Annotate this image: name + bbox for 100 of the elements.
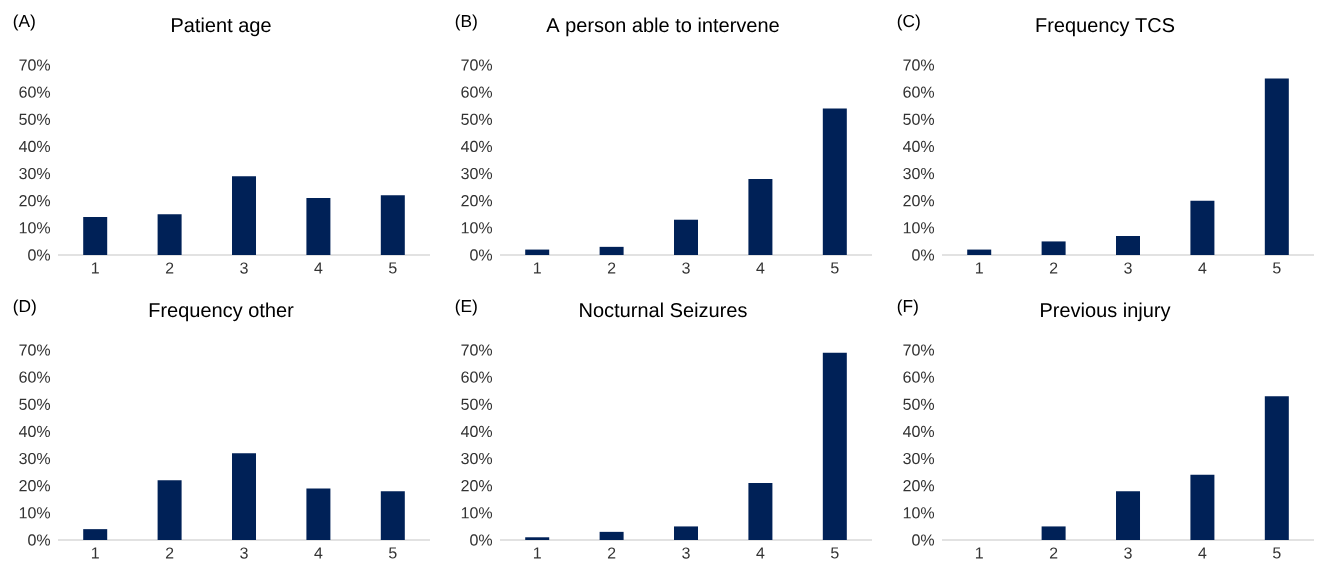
x-tick-label: 2: [165, 262, 174, 274]
y-tick-label: 60%: [903, 371, 935, 383]
x-tick-label: 3: [1124, 547, 1132, 559]
x-tick-label: 1: [91, 547, 99, 559]
chart-title: Previous injury: [1041, 302, 1171, 322]
x-tick-label: 5: [389, 547, 397, 559]
bar: [1264, 396, 1289, 540]
y-tick-label: 10%: [903, 507, 935, 519]
bar: [306, 198, 331, 255]
y-tick-label: 20%: [19, 195, 51, 207]
y-tick-label: 70%: [903, 344, 935, 356]
x-tick-label: 4: [756, 262, 765, 274]
bar: [674, 526, 699, 540]
text: (A): [13, 14, 35, 31]
y-tick-label: 20%: [461, 195, 493, 207]
text: (F): [897, 299, 918, 316]
y-tick-label: 40%: [460, 425, 493, 438]
bar: [1264, 78, 1289, 255]
bar: [525, 537, 550, 540]
bar: [1190, 474, 1215, 540]
x-tick-label: 1: [533, 547, 541, 559]
x-tick-label: 3: [240, 262, 248, 274]
y-tick-label: 20%: [903, 480, 935, 492]
x-tick-label: 4: [1198, 262, 1207, 274]
bar: [674, 219, 699, 255]
x-tick-label: 4: [756, 547, 765, 559]
x-tick-label: 5: [831, 547, 839, 559]
bar: [822, 352, 847, 540]
x-tick-label: 3: [240, 547, 248, 559]
y-tick-label: 70%: [461, 59, 493, 71]
text: (E): [455, 299, 477, 316]
y-tick-label: 10%: [19, 507, 51, 519]
bar: [748, 483, 773, 540]
x-tick-label: 3: [682, 547, 690, 559]
x-tick-label: 3: [1124, 262, 1132, 274]
y-tick-label: 40%: [18, 140, 51, 153]
bar: [380, 491, 405, 540]
text: (D): [13, 299, 36, 316]
x-tick-label: 4: [1198, 547, 1207, 559]
x-tick-label: 2: [165, 547, 174, 559]
bar: [822, 108, 847, 255]
y-tick-label: 30%: [903, 167, 935, 180]
y-tick-label: 70%: [903, 59, 935, 71]
y-tick-label: 40%: [460, 140, 493, 153]
x-tick-label: 3: [682, 262, 690, 274]
y-tick-label: 30%: [461, 452, 493, 465]
bar: [157, 214, 182, 255]
text: (B): [455, 14, 477, 31]
x-tick-label: 2: [607, 262, 616, 274]
bar: [599, 531, 624, 540]
chart-title: Nocturnal Seizures: [580, 302, 747, 318]
y-tick-label: 10%: [461, 507, 493, 519]
x-tick-label: 5: [1273, 262, 1281, 274]
bar: [1116, 491, 1141, 540]
chart-title: A person able to intervene: [546, 17, 779, 37]
x-tick-label: 5: [1273, 547, 1281, 559]
x-tick-label: 5: [831, 262, 839, 274]
x-tick-label: 5: [389, 262, 397, 274]
text: (C): [897, 14, 920, 31]
y-tick-label: 50%: [903, 113, 935, 125]
chart-title: Patient age: [172, 17, 271, 37]
x-tick-label: 1: [533, 262, 541, 274]
bar: [1041, 526, 1066, 540]
y-tick-label: 40%: [18, 425, 51, 438]
y-tick-label: 30%: [19, 167, 51, 180]
y-tick-label: 0%: [28, 249, 51, 261]
y-tick-label: 0%: [912, 534, 935, 546]
x-tick-label: 2: [1049, 547, 1058, 559]
y-tick-label: 0%: [470, 534, 493, 546]
bar: [232, 176, 257, 255]
y-tick-label: 70%: [461, 344, 493, 356]
bar: [1116, 236, 1141, 255]
y-tick-label: 30%: [903, 452, 935, 465]
y-tick-label: 60%: [461, 371, 493, 383]
y-tick-label: 0%: [28, 534, 51, 546]
y-tick-label: 0%: [470, 249, 493, 261]
chart-title: Frequency TCS: [1036, 18, 1175, 37]
bar: [967, 249, 992, 255]
x-tick-label: 1: [975, 262, 983, 274]
y-tick-label: 20%: [903, 195, 935, 207]
bar: [525, 249, 550, 255]
bar: [157, 480, 182, 540]
y-tick-label: 50%: [19, 398, 51, 410]
y-tick-label: 60%: [461, 86, 493, 98]
y-tick-label: 30%: [461, 167, 493, 180]
y-tick-label: 10%: [19, 222, 51, 234]
y-tick-label: 50%: [461, 398, 493, 410]
y-tick-label: 40%: [902, 140, 935, 153]
x-tick-label: 1: [91, 262, 99, 274]
y-tick-label: 30%: [19, 452, 51, 465]
y-tick-label: 20%: [19, 480, 51, 492]
y-tick-label: 60%: [19, 86, 51, 98]
y-tick-label: 50%: [903, 398, 935, 410]
y-tick-label: 60%: [903, 86, 935, 98]
y-tick-label: 70%: [19, 59, 51, 71]
x-tick-label: 4: [314, 262, 323, 274]
bar: [1190, 200, 1215, 255]
x-tick-label: 2: [1049, 262, 1058, 274]
y-tick-label: 10%: [903, 222, 935, 234]
y-tick-label: 60%: [19, 371, 51, 383]
